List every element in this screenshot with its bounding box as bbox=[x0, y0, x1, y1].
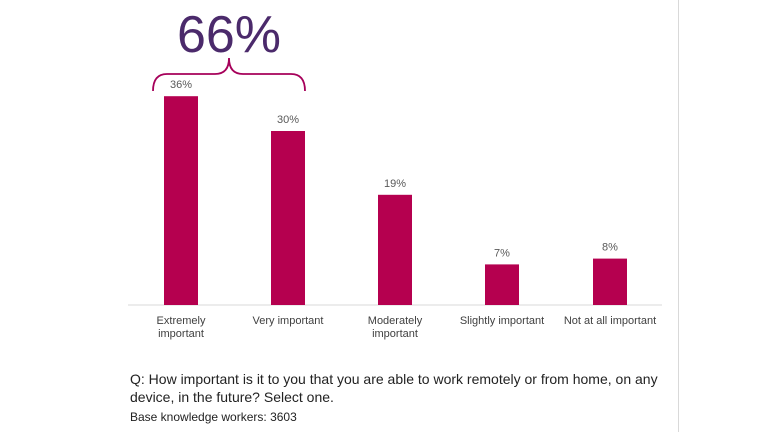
bar bbox=[164, 96, 198, 305]
bar bbox=[271, 131, 305, 305]
callout-total-label: 66% bbox=[177, 6, 281, 64]
right-divider bbox=[678, 0, 679, 432]
data-label: 19% bbox=[384, 178, 406, 190]
x-tick-label: Moderately important bbox=[368, 315, 423, 340]
base-note: Base knowledge workers: 3603 bbox=[130, 410, 297, 424]
x-tick-label: Not at all important bbox=[564, 315, 656, 327]
bar bbox=[485, 264, 519, 305]
data-label: 7% bbox=[494, 247, 510, 259]
x-tick-label: Extremely important bbox=[157, 315, 206, 340]
x-tick-label: Slightly important bbox=[460, 315, 544, 327]
bar bbox=[593, 258, 627, 305]
bar bbox=[378, 194, 412, 305]
survey-question: Q: How important is it to you that you a… bbox=[130, 371, 658, 405]
callout-bracket bbox=[152, 57, 306, 92]
data-label: 36% bbox=[170, 79, 192, 91]
data-label: 8% bbox=[602, 242, 618, 254]
x-tick-label: Very important bbox=[253, 315, 324, 327]
data-label: 30% bbox=[277, 114, 299, 126]
